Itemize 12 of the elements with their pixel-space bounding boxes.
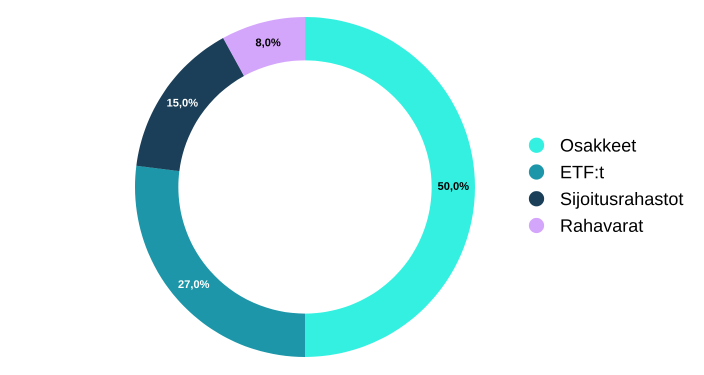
legend-label: Sijoitusrahastot <box>560 192 684 209</box>
data-label: 8,0% <box>256 38 280 48</box>
legend-label: Osakkeet <box>560 138 636 152</box>
donut-slice <box>135 166 305 357</box>
donut-slice <box>223 17 305 76</box>
data-label: 15,0% <box>167 98 198 108</box>
legend-label: ETF:t <box>561 166 604 178</box>
donut-slice <box>136 38 244 172</box>
donut-slice <box>305 17 475 357</box>
legend-label: Rahavarat <box>561 218 644 232</box>
data-label: 50,0% <box>438 182 469 192</box>
data-label: 27,0% <box>178 280 210 290</box>
